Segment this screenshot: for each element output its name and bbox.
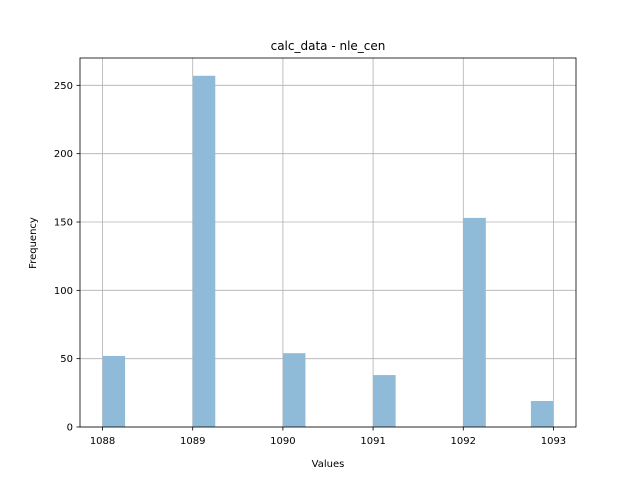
y-tick-label: 250	[54, 81, 73, 92]
ticks: 1088 1089 1090 1091 1092 1093 0 50 100 150 200 250	[54, 81, 566, 447]
y-tick-label: 50	[60, 354, 73, 365]
x-tick-label: 1092	[451, 436, 476, 447]
x-tick-label: 1091	[360, 436, 385, 447]
y-tick-label: 150	[54, 218, 73, 229]
bars	[102, 75, 554, 428]
chart-title: calc_data - nle_cen	[271, 39, 386, 53]
y-tick-label: 100	[54, 286, 73, 297]
histogram-bar	[530, 401, 554, 427]
y-tick-label: 200	[54, 149, 73, 160]
histogram-bar	[463, 217, 486, 427]
x-tick-label: 1089	[180, 436, 205, 447]
x-tick-label: 1093	[541, 436, 566, 447]
x-tick-label: 1090	[270, 436, 295, 447]
histogram-bar	[373, 375, 396, 427]
y-tick-label: 0	[67, 423, 73, 434]
histogram-bar	[282, 353, 306, 427]
y-axis-label: Frequency	[28, 217, 39, 269]
x-tick-label: 1088	[90, 436, 115, 447]
histogram-bar	[192, 75, 216, 428]
x-axis-label: Values	[312, 459, 345, 470]
histogram-bar	[102, 355, 126, 427]
plot-frame	[79, 57, 577, 428]
